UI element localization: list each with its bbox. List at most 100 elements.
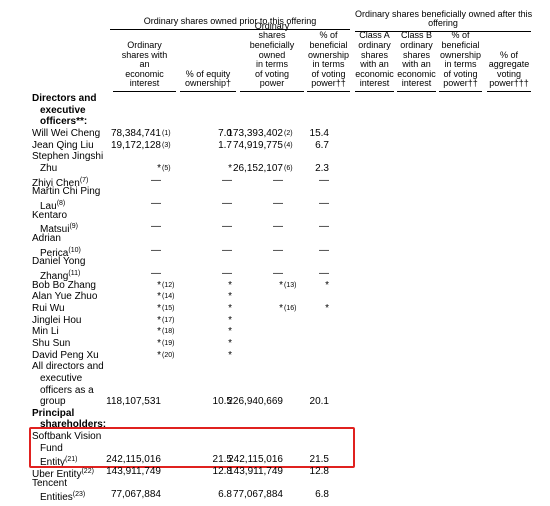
header-rule [110, 29, 350, 30]
footnote-ref: (15) [162, 303, 174, 317]
header-rule [307, 91, 350, 92]
cell-value: 242,115,016 [228, 454, 283, 466]
cell-value: * [325, 279, 329, 291]
column-header: Class B [400, 30, 432, 41]
row-label: All directors and [32, 361, 104, 373]
group-header: Ordinary shares beneficially owned after… [355, 8, 533, 19]
column-header: ownership† [184, 78, 232, 89]
cell-value: 15.4 [309, 127, 329, 139]
column-header: beneficially [249, 40, 295, 50]
cell-value: — [151, 244, 161, 256]
header-rule [240, 91, 304, 92]
cell-value: * [157, 314, 161, 326]
cell-value: 19,172,128 [110, 139, 161, 151]
header-rule [113, 91, 176, 92]
footnote-ref: (23) [72, 491, 86, 499]
row-label: Shu Sun [32, 337, 71, 349]
column-header: % of [451, 30, 470, 41]
footnote-ref: (13) [284, 280, 296, 294]
row-label: Jinglei Hou [32, 314, 82, 326]
column-header: power†† [311, 78, 346, 89]
column-header: shares [360, 49, 388, 60]
row-label: officers**: [40, 116, 88, 128]
cell-value: * [228, 162, 232, 174]
row-label: Matsui(9) [40, 223, 79, 236]
cell-value: * [228, 302, 232, 314]
cell-value: * [228, 337, 232, 349]
column-header: % of equity [185, 68, 231, 79]
header-rule [397, 91, 436, 92]
cell-value: 21.5 [212, 454, 232, 466]
column-header: of voting [254, 68, 290, 79]
cell-value: * [157, 302, 161, 314]
column-header: ordinary [358, 40, 391, 50]
cell-value: 6.8 [315, 489, 329, 501]
row-label: David Peng Xu [32, 349, 99, 361]
row-label: Softbank Vision [32, 431, 102, 443]
cell-value: — [319, 221, 329, 233]
cell-value: — [319, 197, 329, 209]
footnote-ref: (17) [162, 315, 174, 329]
row-label: group [40, 396, 66, 408]
footnote-ref: (22) [81, 468, 94, 476]
cell-value: — [319, 174, 329, 186]
row-label: Stephen Jingshi [32, 151, 104, 163]
row-label: Fund [40, 442, 63, 454]
column-header: beneficial [441, 40, 480, 50]
column-header: power [259, 78, 285, 89]
column-header: Ordinary [254, 20, 290, 31]
footnote-ref: (8) [56, 199, 66, 207]
cell-value: 118,107,531 [106, 396, 161, 408]
group-header: Ordinary shares owned prior to this offe… [143, 16, 317, 27]
row-label: Lau(8) [40, 199, 66, 212]
row-label: Martin Chi Ping [32, 186, 101, 198]
footnote-ref: (12) [162, 280, 174, 294]
column-header: of voting [443, 68, 478, 79]
cell-value: 6.8 [218, 489, 232, 501]
header-rule [439, 91, 482, 92]
cell-value: 6.7 [315, 139, 329, 151]
cell-value: — [222, 174, 232, 186]
cell-value: * [325, 302, 329, 314]
cell-value: — [222, 244, 232, 256]
row-label: Bob Bo Zhang [32, 279, 96, 291]
cell-value: * [157, 162, 161, 174]
cell-value: * [228, 279, 232, 291]
cell-value: — [273, 244, 283, 256]
column-header: Ordinary [127, 40, 162, 50]
footnote-ref: (12) [162, 281, 175, 289]
footnote-ref: (18) [162, 328, 175, 336]
footnote-ref: (4) [284, 140, 293, 154]
footnote-ref: (14) [162, 291, 174, 305]
footnote-ref: (16) [284, 303, 296, 317]
footnote-ref: (2) [284, 129, 293, 137]
column-header: voting [496, 68, 522, 79]
cell-value: — [273, 267, 283, 279]
cell-value: * [157, 279, 161, 291]
row-label: Uber Entity(22) [32, 468, 94, 481]
column-header: with an [360, 59, 389, 70]
row-label: Entity(21) [40, 456, 78, 469]
header-rule [487, 91, 531, 92]
column-header: with an [402, 59, 431, 70]
cell-value: — [222, 197, 232, 209]
cell-value: — [151, 197, 161, 209]
row-label: Daniel Yong [32, 256, 86, 268]
column-header: ordinary [400, 40, 433, 50]
row-label: Principal [32, 407, 75, 419]
footnote-ref: (18) [162, 326, 174, 340]
footnote-ref: (2) [284, 128, 293, 142]
footnote-ref: (1) [162, 128, 171, 142]
row-label: Kentaro [32, 209, 68, 221]
footnote-ref: (10) [68, 246, 81, 254]
column-header: ownership [307, 49, 350, 60]
column-header: shares [258, 30, 286, 41]
column-header: beneficial [309, 40, 348, 50]
cell-value: 2.3 [315, 162, 329, 174]
footnote-ref: (11) [68, 269, 81, 277]
footnote-ref: (6) [284, 163, 293, 177]
cell-value: 77,067,884 [232, 489, 283, 501]
cell-value: * [157, 349, 161, 361]
column-header: of voting [311, 68, 346, 79]
cell-value: * [228, 326, 232, 338]
